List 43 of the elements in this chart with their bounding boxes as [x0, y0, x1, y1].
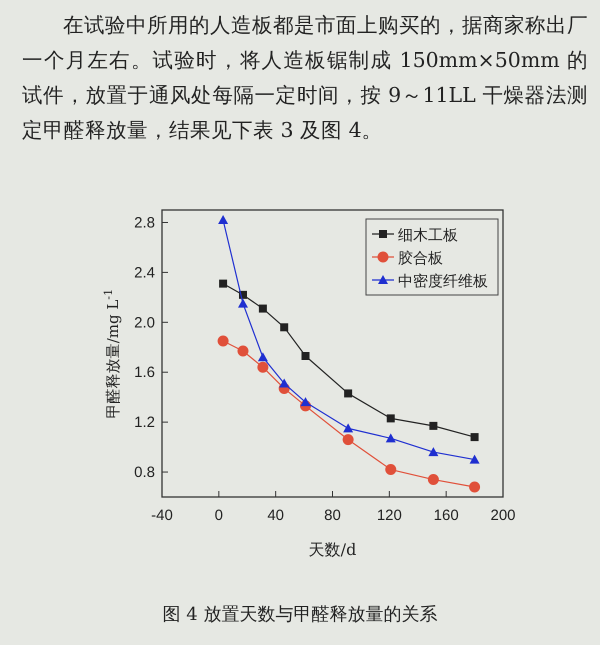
- point: [386, 433, 396, 442]
- point: [300, 397, 311, 406]
- point: [385, 464, 396, 476]
- y-tick-label: 1.2: [134, 414, 155, 432]
- point: [218, 214, 228, 224]
- x-tick-label: 80: [324, 507, 341, 524]
- point: [257, 362, 268, 373]
- y-tick-label: 2.4: [134, 264, 155, 282]
- point: [238, 298, 248, 308]
- legend-label: 细木工板: [398, 226, 458, 244]
- point: [469, 482, 480, 493]
- point: [429, 422, 438, 430]
- y-tick-label: 2.0: [134, 314, 155, 332]
- point: [237, 346, 248, 357]
- x-tick-label: -40: [151, 507, 173, 524]
- point: [280, 323, 288, 332]
- x-tick-label: 40: [267, 507, 284, 524]
- point: [428, 447, 438, 456]
- point: [344, 389, 352, 398]
- point: [302, 352, 310, 360]
- x-tick-label: 120: [376, 507, 402, 524]
- x-tick-label: 160: [434, 507, 459, 524]
- point: [279, 378, 290, 388]
- y-tick-label: 0.8: [134, 464, 155, 482]
- point: [218, 336, 229, 347]
- point: [386, 414, 395, 422]
- caption: 图 4 放置天数与甲醛释放量的关系: [162, 604, 438, 625]
- point: [219, 280, 228, 288]
- x-axis-title: 天数/d: [308, 540, 356, 559]
- y-tick-label: 1.6: [134, 364, 155, 382]
- x-tick-label: 0: [214, 507, 224, 524]
- y-tick-label: 2.8: [134, 214, 155, 232]
- legend-label: 中密度纤维板: [398, 272, 488, 290]
- legend-label: 胶合板: [398, 249, 443, 267]
- point: [470, 433, 479, 442]
- text: 在试验中所用的人造板都是市面上购买的，据商家称出厂一个月左右。试验时，将人造板锯制成 150mm×50mm 的试件，放置于通风处每隔一定时间，按 9～11LL 干燥器法测定甲醛释放量，结果见下表 3 及图 4。: [22, 12, 588, 144]
- point: [428, 474, 439, 486]
- point: [343, 423, 354, 432]
- x-tick-label: 200: [490, 507, 516, 524]
- point: [258, 304, 267, 313]
- point: [342, 434, 354, 446]
- point: [258, 352, 268, 362]
- point: [470, 454, 480, 464]
